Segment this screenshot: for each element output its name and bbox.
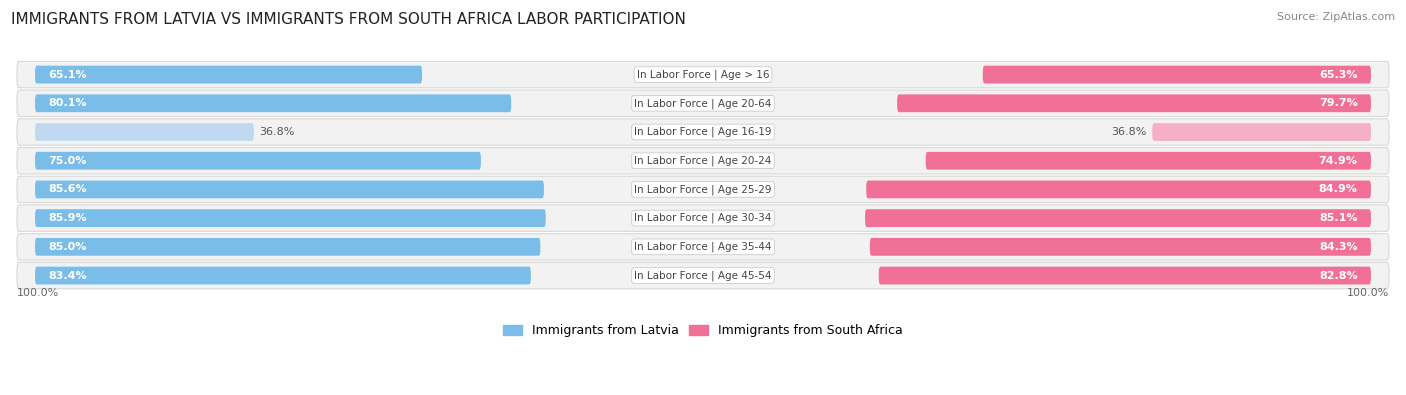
- Text: 75.0%: 75.0%: [48, 156, 87, 166]
- Text: 36.8%: 36.8%: [259, 127, 294, 137]
- Text: 84.9%: 84.9%: [1319, 184, 1358, 194]
- Text: 79.7%: 79.7%: [1319, 98, 1358, 108]
- FancyBboxPatch shape: [17, 61, 1389, 88]
- Text: In Labor Force | Age 16-19: In Labor Force | Age 16-19: [634, 127, 772, 137]
- Text: 74.9%: 74.9%: [1319, 156, 1358, 166]
- Text: 83.4%: 83.4%: [48, 271, 87, 280]
- FancyBboxPatch shape: [17, 90, 1389, 117]
- Text: 100.0%: 100.0%: [17, 288, 59, 298]
- FancyBboxPatch shape: [866, 181, 1371, 198]
- Text: In Labor Force | Age 35-44: In Labor Force | Age 35-44: [634, 242, 772, 252]
- FancyBboxPatch shape: [865, 209, 1371, 227]
- Text: IMMIGRANTS FROM LATVIA VS IMMIGRANTS FROM SOUTH AFRICA LABOR PARTICIPATION: IMMIGRANTS FROM LATVIA VS IMMIGRANTS FRO…: [11, 12, 686, 27]
- FancyBboxPatch shape: [35, 181, 544, 198]
- FancyBboxPatch shape: [35, 267, 531, 284]
- FancyBboxPatch shape: [35, 238, 540, 256]
- FancyBboxPatch shape: [17, 262, 1389, 289]
- Text: In Labor Force | Age 30-34: In Labor Force | Age 30-34: [634, 213, 772, 224]
- Text: 82.8%: 82.8%: [1319, 271, 1358, 280]
- Text: In Labor Force | Age 20-64: In Labor Force | Age 20-64: [634, 98, 772, 109]
- FancyBboxPatch shape: [879, 267, 1371, 284]
- Text: 36.8%: 36.8%: [1112, 127, 1147, 137]
- FancyBboxPatch shape: [870, 238, 1371, 256]
- FancyBboxPatch shape: [17, 205, 1389, 231]
- Text: In Labor Force | Age 45-54: In Labor Force | Age 45-54: [634, 270, 772, 281]
- FancyBboxPatch shape: [17, 119, 1389, 145]
- FancyBboxPatch shape: [897, 94, 1371, 112]
- Text: 65.1%: 65.1%: [48, 70, 87, 80]
- FancyBboxPatch shape: [925, 152, 1371, 169]
- Text: In Labor Force | Age > 16: In Labor Force | Age > 16: [637, 70, 769, 80]
- FancyBboxPatch shape: [35, 123, 254, 141]
- Text: In Labor Force | Age 20-24: In Labor Force | Age 20-24: [634, 156, 772, 166]
- FancyBboxPatch shape: [35, 209, 546, 227]
- FancyBboxPatch shape: [17, 233, 1389, 260]
- FancyBboxPatch shape: [17, 147, 1389, 174]
- Text: 65.3%: 65.3%: [1319, 70, 1358, 80]
- Text: 85.0%: 85.0%: [48, 242, 87, 252]
- Text: 100.0%: 100.0%: [1347, 288, 1389, 298]
- Text: 84.3%: 84.3%: [1319, 242, 1358, 252]
- FancyBboxPatch shape: [1152, 123, 1371, 141]
- Legend: Immigrants from Latvia, Immigrants from South Africa: Immigrants from Latvia, Immigrants from …: [499, 320, 907, 342]
- Text: 85.9%: 85.9%: [48, 213, 87, 223]
- FancyBboxPatch shape: [17, 176, 1389, 203]
- Text: Source: ZipAtlas.com: Source: ZipAtlas.com: [1277, 12, 1395, 22]
- Text: 85.6%: 85.6%: [48, 184, 87, 194]
- FancyBboxPatch shape: [35, 66, 422, 83]
- Text: In Labor Force | Age 25-29: In Labor Force | Age 25-29: [634, 184, 772, 195]
- Text: 80.1%: 80.1%: [48, 98, 87, 108]
- FancyBboxPatch shape: [983, 66, 1371, 83]
- Text: 85.1%: 85.1%: [1319, 213, 1358, 223]
- FancyBboxPatch shape: [35, 94, 512, 112]
- FancyBboxPatch shape: [35, 152, 481, 169]
